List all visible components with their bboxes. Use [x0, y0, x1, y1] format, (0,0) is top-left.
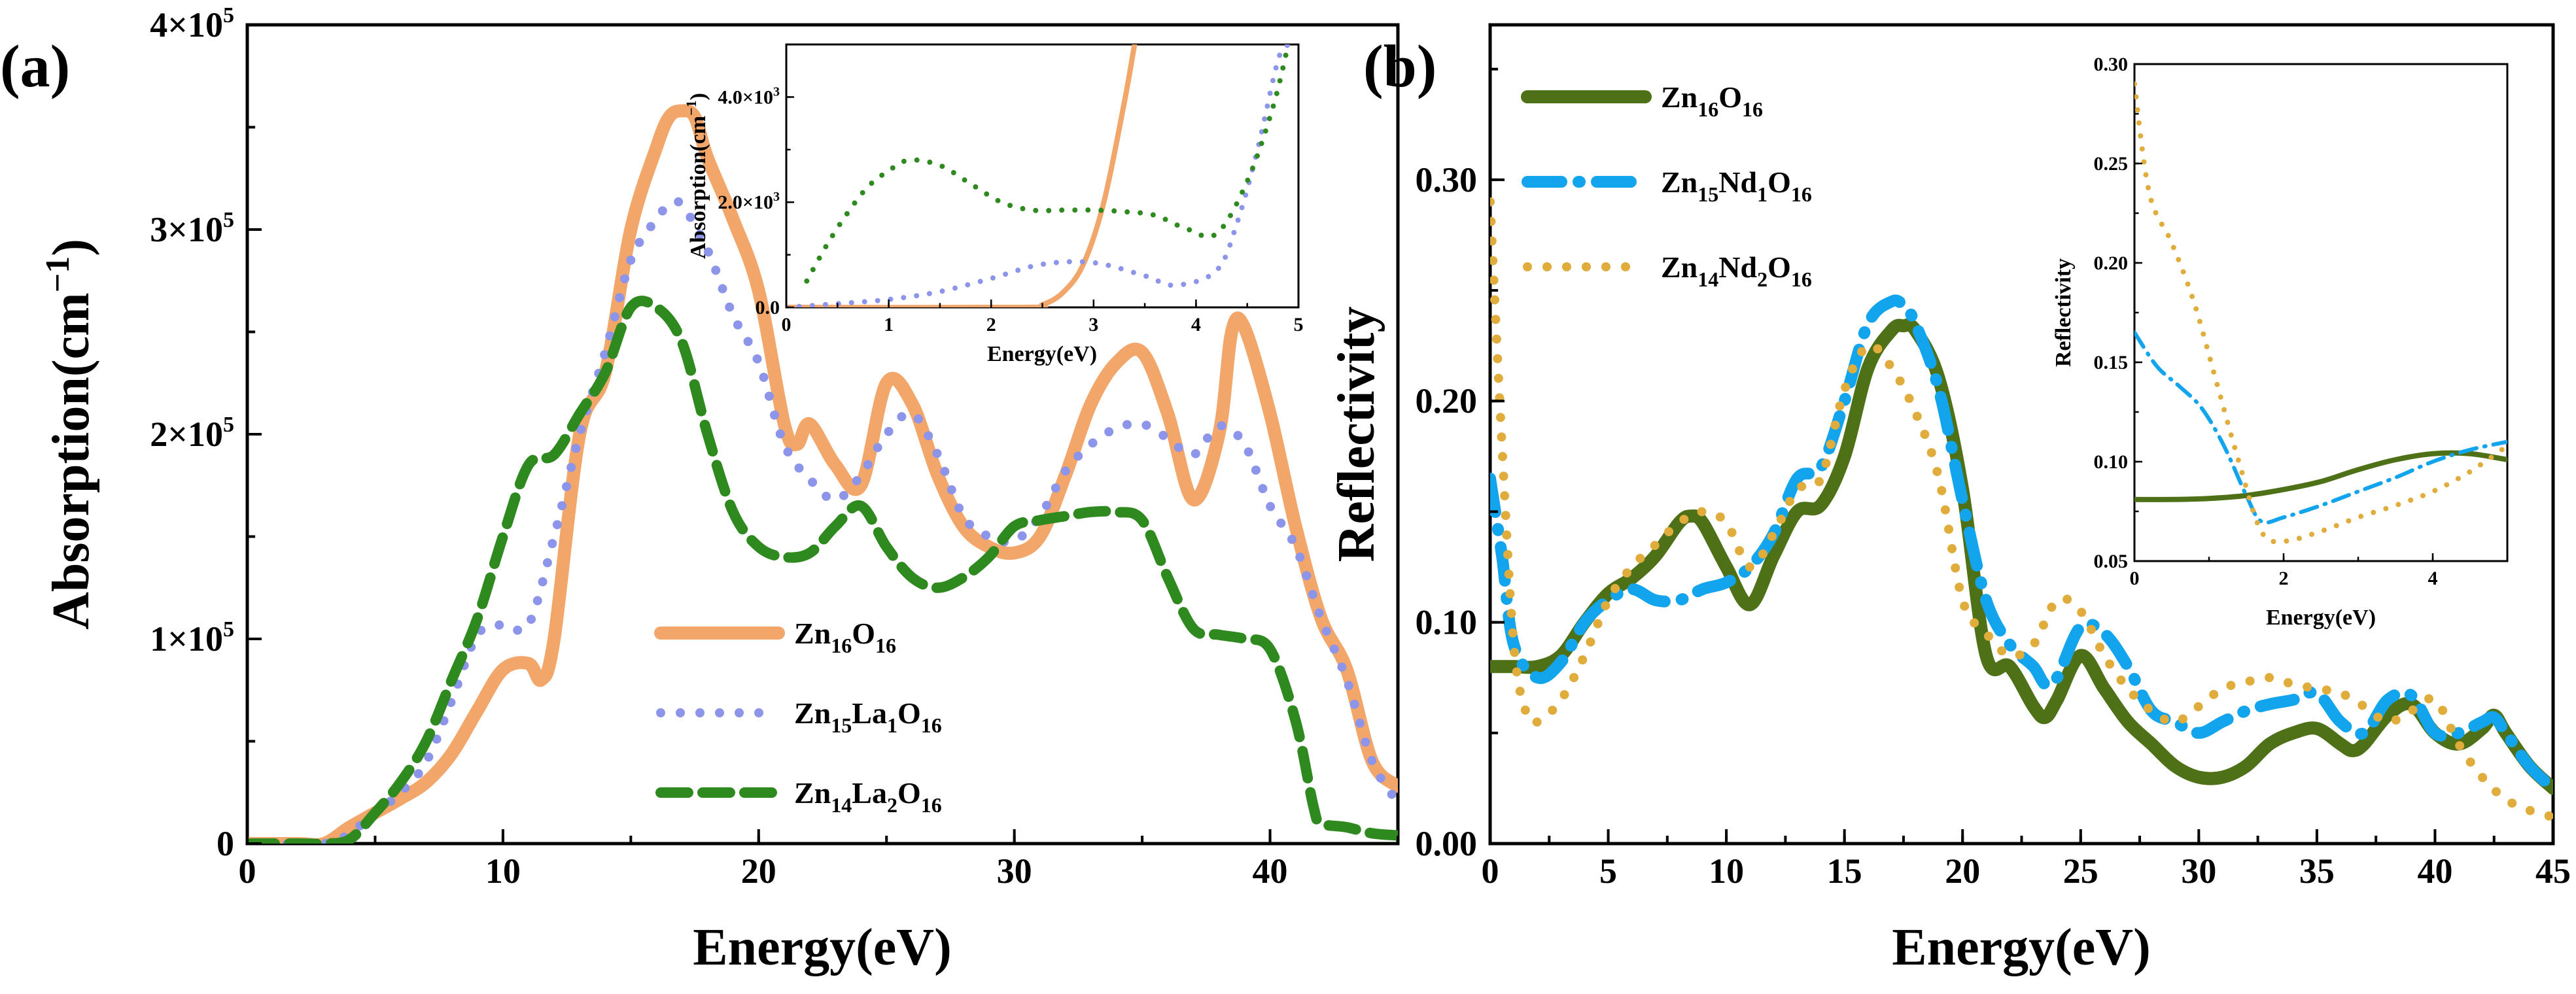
panel-b-series-zn14nd2o16: [1490, 197, 2553, 822]
panel-b-legend-label-zn15nd1o16: Zn15Nd1O16: [1661, 165, 1812, 206]
panel-b-x-tick-label: 5: [1599, 851, 1617, 891]
panel-a-x-axis-label: Energy(eV): [693, 919, 951, 976]
panel-b-y-axis-label: Reflectivity: [1328, 307, 1385, 562]
panel-b-y-tick-label: 0.30: [1416, 160, 1478, 199]
panel-b-inset-series-zn15nd1o16: [2134, 330, 2507, 525]
panel-b-inset-y-tick-label: 0.15: [2094, 352, 2129, 373]
panel-b-series-zn15nd1o16: [1490, 294, 2553, 795]
panel-b-legend-label-zn16o16: Zn16O16: [1661, 80, 1763, 121]
panel-b-legend-label-zn14nd2o16: Zn14Nd2O16: [1661, 250, 1812, 291]
panel-b-y-tick-label: 0.20: [1416, 381, 1478, 420]
panel-b-x-tick-label: 15: [1827, 851, 1862, 891]
panel-a-x-tick-label: 30: [997, 851, 1032, 891]
panel-a-inset-x-tick-label: 3: [1088, 314, 1098, 335]
panel-b-inset-series-zn16o16: [2134, 450, 2507, 502]
panel-b-x-tick-label: 45: [2535, 851, 2571, 891]
panel-a-series-zn16o16: [247, 104, 1398, 844]
panel-a-y-axis-label: Absorption(cm−1): [39, 239, 100, 630]
panel-b-inset-y-tick-label: 0.10: [2094, 451, 2129, 473]
panel-a-series-zn15la1o16: [247, 196, 1398, 844]
panel-a-x-tick-label: 10: [485, 851, 521, 891]
panel-a-inset-y-tick-label: 2.0×103: [718, 190, 780, 213]
panel-a-y-tick-label: 2×105: [150, 413, 234, 454]
panel-a-inset-x-tick-label: 1: [884, 314, 894, 335]
panel-a-series-group: [247, 104, 1398, 844]
panel-a-inset-series-zn14la2o16: [804, 44, 1291, 284]
panel-a-legend-label-zn16o16: Zn16O16: [794, 617, 896, 657]
panel-a-inset-x-tick-label: 4: [1191, 314, 1201, 335]
panel-b-x-tick-label: 40: [2417, 851, 2452, 891]
panel-a-legend-label-zn15la1o16: Zn15La1O16: [794, 696, 942, 737]
panel-b-x-tick-label: 35: [2299, 851, 2335, 891]
panel-b-inset-x-tick-label: 2: [2279, 568, 2289, 589]
panel-a-inset-y-tick-label: 4.0×103: [718, 84, 780, 108]
panel-b-label: (b): [1363, 33, 1436, 99]
panel-a-inset-series-zn16o16: [786, 44, 1138, 307]
panel-b-inset-y-tick-label: 0.25: [2094, 153, 2129, 175]
panel-b-series-zn16o16: [1490, 318, 2553, 795]
panel-a-label: (a): [0, 33, 70, 99]
panel-a-inset-y-axis-label: Absorption(cm−1): [683, 93, 710, 259]
panel-a-inset-x-axis-label: Energy(eV): [987, 342, 1097, 366]
panel-a-legend: Zn16O16 Zn15La1O16 Zn14La2O16: [654, 617, 942, 817]
panel-a-legend-label-zn14la2o16: Zn14La2O16: [794, 776, 942, 817]
panel-b-inset: 0 2 4 0.05 0.10 0.15 0.20 0.25 0.30 Energy(eV) R…: [2051, 54, 2509, 630]
panel-b-y-tick-label: 0.10: [1416, 603, 1478, 642]
panel-b-inset-y-tick-label: 0.20: [2094, 252, 2129, 274]
panel-a-x-tick-label: 40: [1253, 851, 1288, 891]
panel-a-y-tick-label: 3×105: [150, 208, 234, 249]
panel-b-inset-y-axis-label: Reflectivity: [2051, 258, 2076, 367]
panel-a-y-tick-label: 1×105: [150, 617, 234, 659]
panel-a-inset-x-tick-label: 2: [986, 314, 996, 335]
panel-a-inset: 0 1 2 3 4 5 0.0 2.0×103 4.0×103 Energy(eV) Absor…: [683, 43, 1304, 366]
panel-a-inset-x-tick-label: 5: [1294, 314, 1304, 335]
panel-b-inset-series-group: [2134, 81, 2507, 545]
panel-b-y-tick-label: 0.00: [1416, 824, 1478, 863]
panel-a-inset-frame: [785, 43, 1300, 309]
panel-b-x-tick-label: 20: [1945, 851, 1980, 891]
panel-a-y-tick-label: 4×105: [150, 3, 234, 44]
panel-b-x-tick-label: 25: [2063, 851, 2098, 891]
panel-b-inset-x-axis-label: Energy(eV): [2266, 606, 2376, 630]
panel-b-series-group: [1490, 197, 2553, 822]
panel-b-inset-y-tick-label: 0.05: [2094, 551, 2129, 572]
panel-b-x-axis-label: Energy(eV): [1892, 919, 2150, 976]
panel-a-inset-y-tick-label: 0.0: [756, 297, 780, 318]
panel-a-x-tick-label: 20: [741, 851, 776, 891]
panel-b-inset-series-zn14nd2o16: [2134, 81, 2507, 545]
panel-b-x-tick-label: 0: [1482, 851, 1499, 891]
panel-a-inset-series-group: [786, 44, 1291, 307]
panel-b: (b) 0 5 10 15 20 25 30 35 40 450.000.100.200.30 E…: [1328, 23, 2571, 976]
panel-b-x-tick-label: 10: [1709, 851, 1744, 891]
panel-a-inset-x-tick-label: 0: [782, 314, 792, 335]
panel-b-legend: Zn16O16 Zn15Nd1O16 Zn14Nd2O16: [1521, 80, 1812, 291]
panel-b-inset-x-tick-label: 4: [2428, 568, 2438, 589]
panel-b-inset-frame: [2133, 63, 2509, 562]
panel-a-y-tick-label: 0: [217, 824, 234, 863]
panel-a-x-tick-label: 0: [239, 851, 256, 891]
panel-b-x-tick-label: 30: [2181, 851, 2216, 891]
panel-a-series-zn14la2o16: [247, 296, 1398, 844]
panel-b-inset-x-tick-label: 0: [2130, 568, 2140, 589]
panel-b-inset-y-tick-label: 0.30: [2094, 54, 2129, 75]
